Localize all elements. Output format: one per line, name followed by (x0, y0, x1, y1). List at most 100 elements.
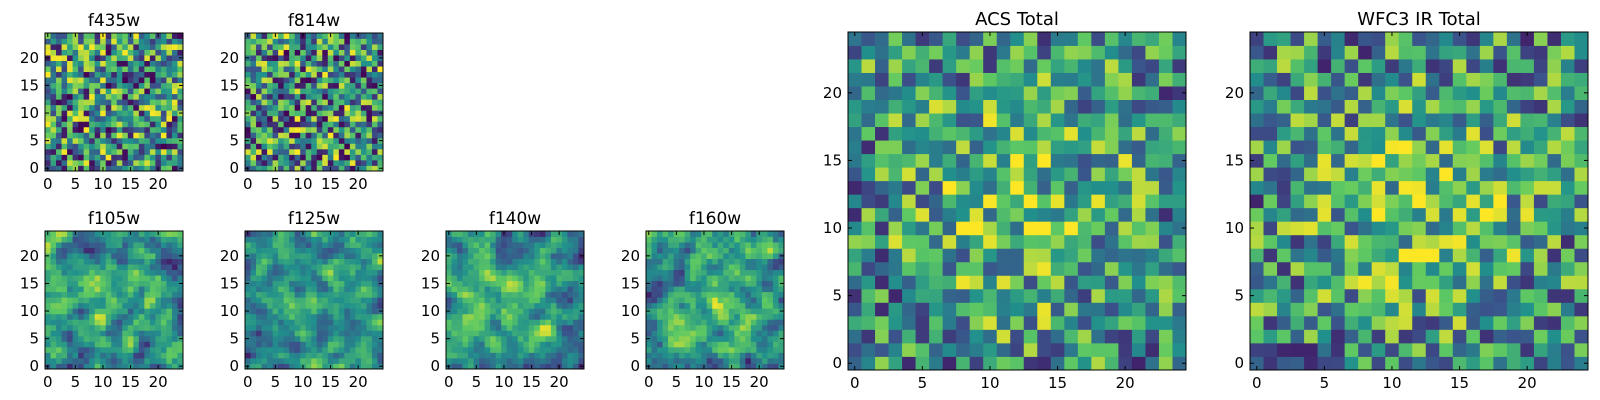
heatmap-cell (750, 236, 757, 243)
heatmap-cell (105, 104, 112, 111)
heatmap-cell (289, 258, 296, 265)
heatmap-cell (745, 291, 752, 298)
heatmap-cell (316, 280, 323, 287)
heatmap-cell (311, 302, 318, 309)
heatmap-cell (848, 153, 862, 168)
heatmap-cell (311, 280, 318, 287)
heatmap-cell (501, 302, 508, 309)
heatmap-cell (78, 302, 85, 309)
heatmap-cell (695, 258, 702, 265)
heatmap-cell (160, 99, 167, 106)
heatmap-cell (300, 291, 307, 298)
heatmap-cell (767, 236, 774, 243)
heatmap-cell (706, 308, 713, 315)
heatmap-cell (490, 352, 497, 359)
heatmap-cell (723, 264, 730, 271)
heatmap-cell (1023, 180, 1038, 195)
heatmap-cell (1104, 261, 1119, 276)
heatmap-cell (1131, 356, 1146, 371)
heatmap-cell (366, 44, 373, 50)
heatmap-cell (333, 269, 340, 276)
heatmap-cell (61, 126, 68, 133)
heatmap-cell (1158, 315, 1173, 330)
heatmap-cell (902, 356, 916, 371)
heatmap-cell (133, 132, 140, 139)
heatmap-cell (149, 132, 156, 139)
heatmap-cell (333, 49, 340, 56)
heatmap-cell (344, 269, 351, 276)
heatmap-cell (1050, 342, 1065, 357)
heatmap-cell (701, 247, 708, 254)
heatmap-cell (355, 71, 362, 78)
heatmap-cell (451, 319, 458, 326)
heatmap-cell (1104, 72, 1119, 87)
heatmap-cell (149, 319, 156, 326)
heatmap-cell (739, 231, 746, 237)
heatmap-cell (89, 264, 96, 271)
heatmap-cell (446, 319, 452, 326)
heatmap-cell (360, 335, 367, 342)
heatmap-cell (1358, 234, 1373, 249)
heatmap-cell (1493, 288, 1508, 303)
heatmap-cell (539, 280, 546, 287)
heatmap-cell (651, 352, 658, 359)
heatmap-cell (1010, 342, 1025, 357)
heatmap-cell (1533, 288, 1548, 303)
heatmap-cell (344, 93, 351, 100)
heatmap-cell (149, 352, 156, 359)
heatmap-cell (517, 352, 524, 359)
heatmap-cell (1452, 288, 1467, 303)
heatmap-cell (83, 104, 90, 111)
heatmap-cell (177, 38, 184, 45)
heatmap-cell (761, 269, 768, 276)
heatmap-cell (322, 60, 329, 67)
heatmap-cell (888, 275, 903, 290)
heatmap-cell (349, 231, 356, 237)
heatmap-cell (371, 258, 378, 265)
heatmap-cell (690, 231, 697, 237)
heatmap-cell (149, 60, 156, 67)
heatmap-cell (1037, 140, 1052, 155)
heatmap-cell (78, 60, 85, 67)
heatmap-cell (67, 148, 73, 155)
heatmap-cell (116, 88, 123, 95)
heatmap-cell (278, 330, 285, 337)
heatmap-cell (272, 99, 279, 106)
heatmap-cell (484, 313, 491, 320)
heatmap-cell (89, 132, 96, 139)
heatmap-cell (311, 148, 318, 155)
heatmap-cell (1077, 113, 1092, 128)
heatmap-cell (484, 275, 491, 282)
heatmap-cell (305, 313, 312, 320)
heatmap-cell (344, 236, 351, 243)
heatmap-cell (1425, 248, 1440, 263)
heatmap-cell (1010, 113, 1025, 128)
heatmap-cell (657, 352, 663, 359)
heatmap-cell (349, 291, 356, 298)
heatmap-cell (83, 297, 90, 304)
heatmap-cell (717, 346, 724, 353)
heatmap-cell (72, 49, 79, 56)
heatmap-cell (728, 352, 735, 359)
heatmap-cell (371, 297, 378, 304)
heatmap-cell (534, 330, 541, 337)
heatmap-cell (283, 269, 290, 276)
heatmap-cell (646, 291, 652, 298)
heatmap-cell (138, 148, 145, 155)
heatmap-cell (778, 286, 785, 293)
heatmap-cell (366, 346, 373, 353)
heatmap-cell (355, 308, 362, 315)
heatmap-cell (1493, 261, 1508, 276)
heatmap-cell (305, 264, 312, 271)
heatmap-cell (322, 77, 329, 84)
heatmap-cell (902, 167, 916, 182)
heatmap-cell (490, 258, 497, 265)
y-tick-label: 5 (29, 132, 39, 150)
heatmap-cell (300, 88, 307, 95)
heatmap-cell (272, 93, 279, 100)
heatmap-cell (534, 341, 541, 348)
heatmap-cell (294, 302, 301, 309)
heatmap-cell (1439, 248, 1454, 263)
heatmap-cell (171, 126, 178, 133)
heatmap-cell (451, 236, 458, 243)
